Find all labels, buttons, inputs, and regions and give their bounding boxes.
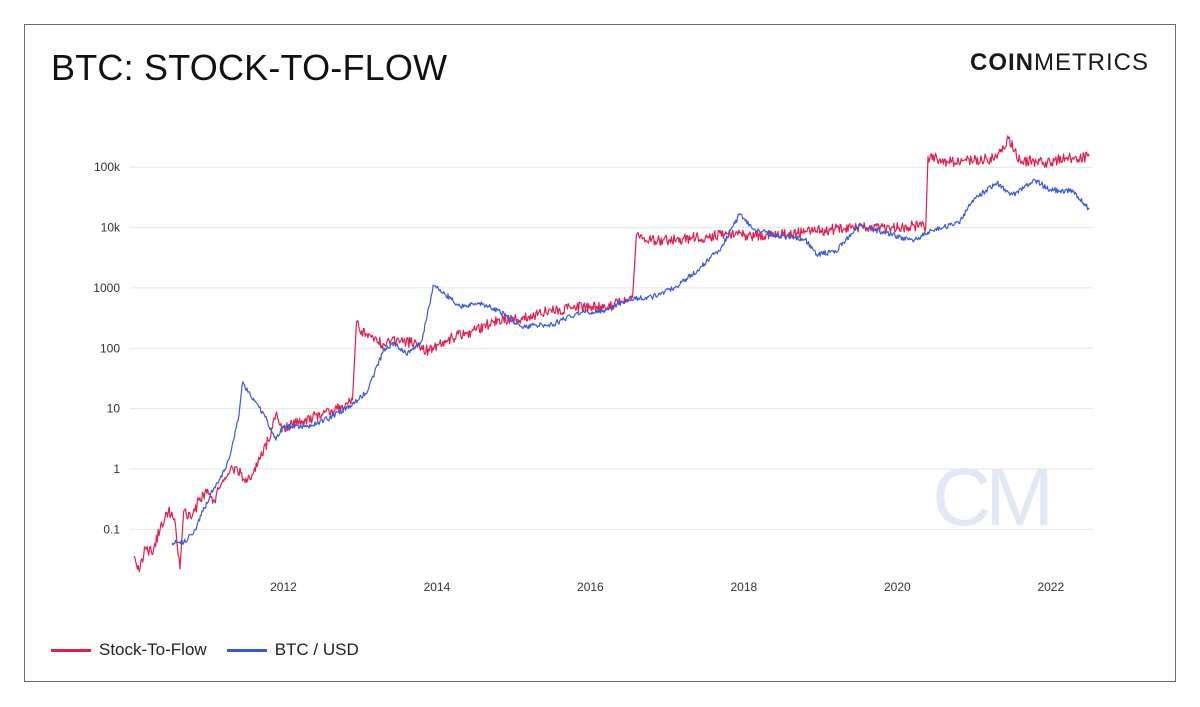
y-tick-label: 0.1 xyxy=(103,522,120,536)
y-tick-label: 1 xyxy=(113,462,120,476)
x-tick-label: 2022 xyxy=(1037,580,1064,594)
legend: Stock-To-Flow BTC / USD xyxy=(51,640,379,660)
x-tick-label: 2016 xyxy=(577,580,604,594)
legend-item-stock-to-flow[interactable]: Stock-To-Flow xyxy=(51,640,207,660)
series-line-btc-usd xyxy=(171,178,1090,546)
legend-label-stock-to-flow: Stock-To-Flow xyxy=(99,640,207,659)
y-tick-label: 100 xyxy=(100,341,120,355)
brand-bold: COIN xyxy=(970,49,1034,76)
legend-label-btc-usd: BTC / USD xyxy=(274,640,359,659)
legend-swatch-btc-usd xyxy=(226,648,267,652)
y-tick-label: 100k xyxy=(94,160,121,174)
cm-watermark: CM xyxy=(932,452,1048,543)
brand-regular: METRICS xyxy=(1034,49,1149,76)
x-tick-label: 2018 xyxy=(731,580,758,594)
legend-item-btc-usd[interactable]: BTC / USD xyxy=(226,640,359,660)
legend-swatch-stock-to-flow xyxy=(51,648,91,652)
chart-card: BTC: STOCK-TO-FLOW COINMETRICS 0.1 1 10 100… xyxy=(24,24,1176,682)
x-tick-label: 2020 xyxy=(884,580,911,594)
y-tick-label: 10 xyxy=(107,402,121,416)
y-tick-label: 1000 xyxy=(93,281,120,295)
coinmetrics-logo: COINMETRICS xyxy=(970,49,1149,77)
chart-plot: 0.1 1 10 100 1000 10k 100k 2012 2014 2016 2018 2020… xyxy=(93,135,1093,594)
x-tick-label: 2012 xyxy=(270,580,297,594)
chart-title: BTC: STOCK-TO-FLOW xyxy=(51,47,448,88)
x-tick-label: 2014 xyxy=(424,580,451,594)
series-line-stock-to-flow xyxy=(133,135,1090,573)
y-tick-label: 10k xyxy=(101,221,121,235)
